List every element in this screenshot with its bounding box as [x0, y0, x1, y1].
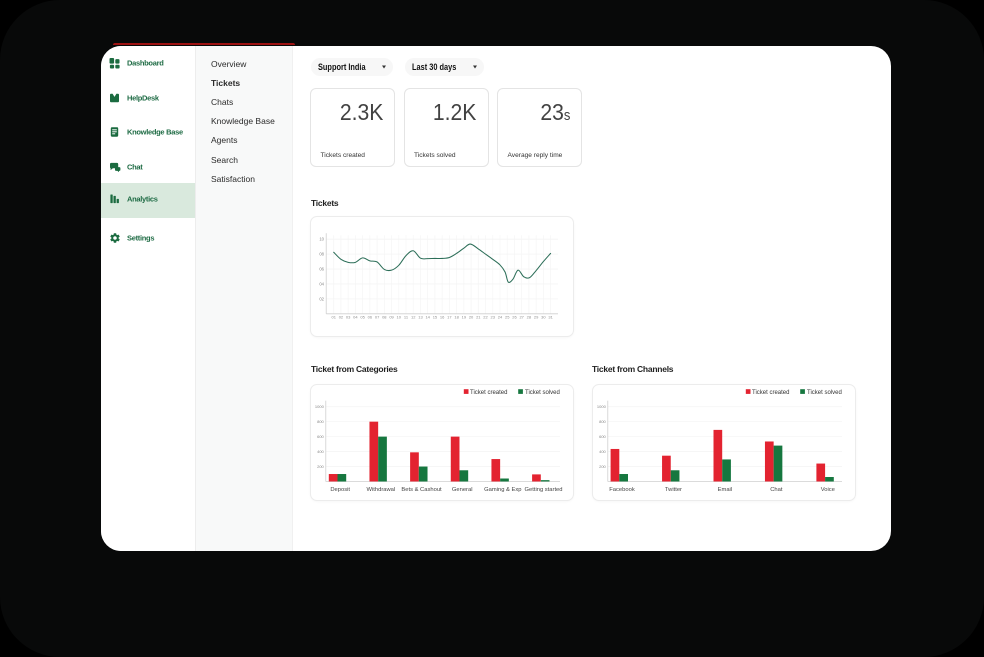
svg-text:Ticket solved: Ticket solved: [807, 390, 842, 396]
svg-text:Facebook: Facebook: [609, 487, 635, 493]
svg-text:02: 02: [319, 296, 324, 301]
svg-text:200: 200: [599, 464, 606, 469]
svg-text:21: 21: [476, 315, 481, 320]
svg-text:200: 200: [317, 464, 324, 469]
svg-text:08: 08: [319, 252, 324, 257]
svg-text:19: 19: [462, 315, 467, 320]
svg-text:28: 28: [527, 315, 532, 320]
svg-text:20: 20: [469, 315, 474, 320]
svg-text:Ticket created: Ticket created: [470, 390, 507, 396]
svg-text:General: General: [452, 487, 473, 493]
svg-text:10: 10: [397, 315, 402, 320]
svg-text:06: 06: [319, 267, 324, 272]
svg-text:17: 17: [447, 315, 452, 320]
svg-text:30: 30: [541, 315, 546, 320]
svg-text:800: 800: [317, 419, 324, 424]
svg-text:14: 14: [425, 315, 430, 320]
svg-text:Getting started: Getting started: [524, 487, 562, 493]
svg-text:07: 07: [375, 315, 380, 320]
svg-text:11: 11: [404, 315, 409, 320]
svg-text:02: 02: [339, 315, 344, 320]
svg-text:04: 04: [353, 315, 358, 320]
svg-text:01: 01: [331, 315, 336, 320]
svg-text:03: 03: [346, 315, 351, 320]
svg-text:Ticket created: Ticket created: [752, 390, 789, 396]
svg-text:29: 29: [534, 315, 539, 320]
svg-text:600: 600: [317, 434, 324, 439]
svg-text:25: 25: [505, 315, 510, 320]
svg-text:Bets & Cashout: Bets & Cashout: [401, 487, 442, 493]
svg-text:400: 400: [599, 449, 606, 454]
svg-text:15: 15: [433, 315, 438, 320]
svg-text:10: 10: [319, 237, 324, 242]
svg-text:Email: Email: [718, 487, 733, 493]
svg-text:400: 400: [317, 449, 324, 454]
svg-text:Withdrawal: Withdrawal: [367, 487, 396, 493]
svg-text:06: 06: [368, 315, 373, 320]
svg-text:22: 22: [483, 315, 488, 320]
svg-text:27: 27: [519, 315, 524, 320]
svg-text:800: 800: [599, 419, 606, 424]
svg-text:13: 13: [418, 315, 423, 320]
svg-text:12: 12: [411, 315, 416, 320]
svg-text:09: 09: [389, 315, 394, 320]
svg-text:08: 08: [382, 315, 387, 320]
svg-text:600: 600: [599, 434, 606, 439]
svg-text:23: 23: [491, 315, 496, 320]
svg-text:24: 24: [498, 315, 503, 320]
svg-text:04: 04: [319, 281, 324, 286]
svg-text:Chat: Chat: [770, 487, 783, 493]
svg-text:31: 31: [548, 315, 553, 320]
svg-text:1000: 1000: [315, 404, 325, 409]
svg-text:Twitter: Twitter: [665, 487, 682, 493]
svg-text:16: 16: [440, 315, 445, 320]
svg-text:Ticket solved: Ticket solved: [525, 390, 560, 396]
svg-text:Gaming & Exp: Gaming & Exp: [484, 487, 521, 493]
svg-text:18: 18: [454, 315, 459, 320]
svg-text:26: 26: [512, 315, 517, 320]
svg-text:Voice: Voice: [821, 487, 835, 493]
svg-text:Deposit: Deposit: [330, 487, 350, 493]
svg-text:1000: 1000: [597, 404, 607, 409]
svg-text:05: 05: [360, 315, 365, 320]
